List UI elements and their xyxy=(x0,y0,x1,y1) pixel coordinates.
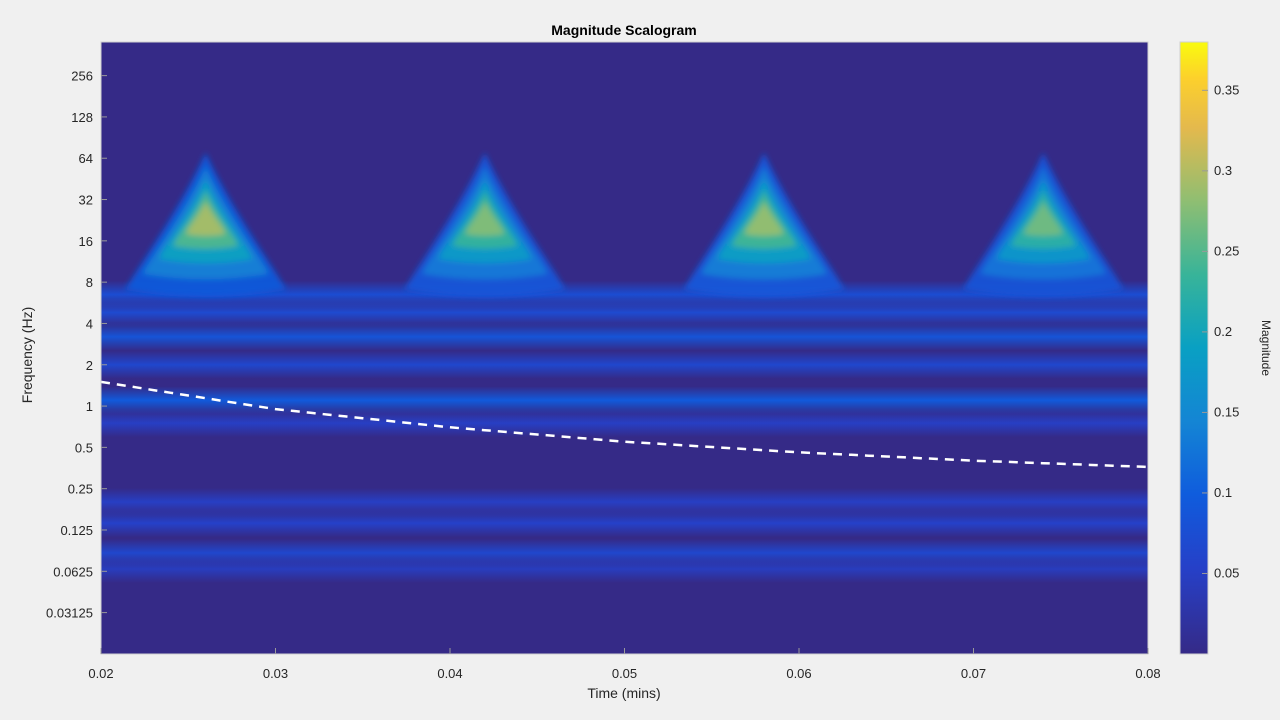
y-tick-label: 4 xyxy=(86,316,93,331)
x-tick-label: 0.06 xyxy=(786,666,811,681)
y-tick-label: 32 xyxy=(79,193,93,208)
heatmap-layer xyxy=(101,152,1148,583)
x-tick-label: 0.08 xyxy=(1135,666,1160,681)
colorbar-tick-label: 0.1 xyxy=(1214,485,1232,500)
colorbar-label: Magnitude xyxy=(1259,320,1273,376)
plot-area xyxy=(100,41,1149,655)
x-tick-label: 0.04 xyxy=(437,666,462,681)
colorbar-tick-label: 0.35 xyxy=(1214,82,1239,97)
scalogram-peak xyxy=(963,152,1124,298)
y-tick-label: 8 xyxy=(86,275,93,290)
colorbar-tick-label: 0.15 xyxy=(1214,404,1239,419)
x-tick-label: 0.05 xyxy=(612,666,637,681)
scalogram-peak xyxy=(125,152,286,298)
y-tick-label: 64 xyxy=(79,151,93,166)
frequency-band xyxy=(101,554,1148,583)
scalogram-peak xyxy=(404,152,565,298)
x-axis-label: Time (mins) xyxy=(587,685,660,701)
frequency-band xyxy=(101,298,1148,327)
x-axis-ticks: 0.02 0.03 0.04 0.05 0.06 0.07 0.08 xyxy=(88,648,1161,681)
chart-title: Magnitude Scalogram xyxy=(551,22,696,38)
colorbar-gradient xyxy=(1179,41,1209,655)
y-tick-label: 0.125 xyxy=(60,523,93,538)
x-tick-label: 0.02 xyxy=(88,666,113,681)
colorbar-tick-label: 0.05 xyxy=(1214,565,1239,580)
scalogram-peak xyxy=(684,152,845,298)
colorbar: 0.05 0.1 0.15 0.2 0.25 0.3 0.35 Magnitude xyxy=(1179,41,1273,655)
colorbar-tick-label: 0.2 xyxy=(1214,324,1232,339)
y-axis-ticks: 0.03125 0.0625 0.125 0.25 0.5 1 2 4 8 16 32 64 128 25… xyxy=(46,69,107,621)
cone-of-influence-line xyxy=(100,380,1149,469)
y-axis-label: Frequency (Hz) xyxy=(19,307,35,403)
colorbar-tick-label: 0.3 xyxy=(1214,163,1232,178)
y-tick-label: 2 xyxy=(86,358,93,373)
x-tick-label: 0.07 xyxy=(961,666,986,681)
y-tick-label: 16 xyxy=(79,234,93,249)
y-tick-label: 256 xyxy=(71,69,93,84)
frequency-band xyxy=(101,509,1148,538)
y-tick-label: 1 xyxy=(86,399,93,414)
y-tick-label: 0.5 xyxy=(75,440,93,455)
y-tick-label: 0.25 xyxy=(68,482,93,497)
y-tick-label: 0.03125 xyxy=(46,606,93,621)
frequency-band xyxy=(101,322,1148,351)
frequency-band xyxy=(101,409,1148,438)
frequency-band xyxy=(101,350,1148,379)
y-tick-label: 0.0625 xyxy=(53,564,93,579)
colorbar-ticks: 0.05 0.1 0.15 0.2 0.25 0.3 0.35 xyxy=(1202,82,1239,580)
colorbar-tick-label: 0.25 xyxy=(1214,243,1239,258)
x-tick-label: 0.03 xyxy=(263,666,288,681)
y-tick-label: 128 xyxy=(71,110,93,125)
